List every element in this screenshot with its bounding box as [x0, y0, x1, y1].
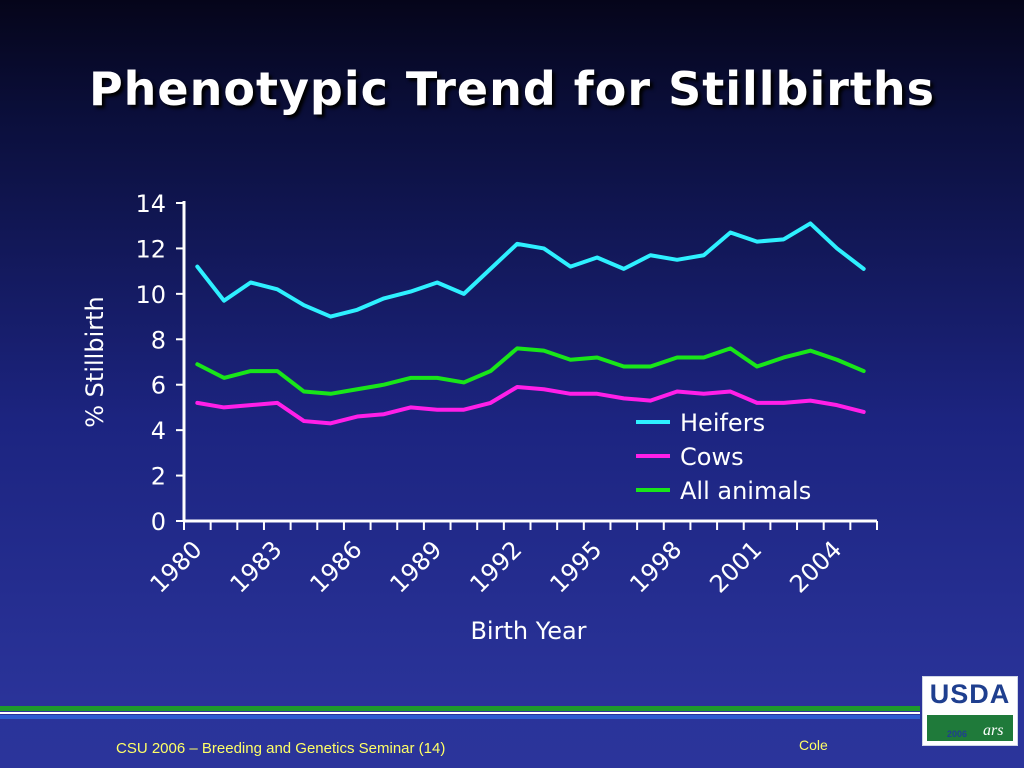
footer-rule-green [0, 706, 920, 711]
footer-text: CSU 2006 – Breeding and Genetics Seminar… [116, 740, 446, 757]
footer-author: Cole [799, 737, 828, 753]
series-line-all-animals [195, 346, 866, 396]
x-tick-label: 1983 [225, 535, 288, 598]
slide-title: Phenotypic Trend for Stillbirths [88, 62, 936, 116]
ars-logo-text: ars [983, 722, 1004, 739]
series-lines [195, 221, 866, 426]
y-tick-label: 4 [151, 417, 166, 445]
y-tick-label: 2 [151, 463, 166, 491]
x-tick-label: 1986 [305, 535, 368, 598]
usda-logo: USDA 2006 ars [922, 676, 1018, 746]
x-tick-label: 1992 [464, 535, 527, 598]
x-tick-label: 1995 [544, 535, 607, 598]
x-tick-label: 1998 [624, 535, 687, 598]
y-tick-label: 12 [135, 235, 166, 263]
y-tick-label: 6 [151, 372, 166, 400]
x-tick-label: 1980 [145, 535, 208, 598]
y-tick-label: 14 [135, 190, 166, 218]
legend: Heifers Cows All animals [636, 409, 811, 505]
series-line-heifers [195, 221, 866, 319]
y-tick-label: 0 [151, 508, 166, 536]
legend-label-heifers: Heifers [680, 409, 765, 437]
legend-label-all-animals: All animals [680, 477, 811, 505]
usda-logo-year: 2006 [947, 729, 968, 739]
x-tick-label: 2001 [704, 535, 767, 598]
y-axis-title: % Stillbirth [81, 296, 109, 427]
x-tick-label: 1989 [384, 535, 447, 598]
x-tick-label: 2004 [784, 535, 847, 598]
y-tick-label: 10 [135, 281, 166, 309]
footer-rule-white [0, 712, 920, 714]
y-tick-label: 8 [151, 326, 166, 354]
usda-logo-band [927, 715, 1013, 741]
series-line-cows [195, 384, 866, 426]
x-axis-title: Birth Year [470, 617, 586, 645]
stillbirth-trend-chart: 0 2 4 6 8 10 12 14 1980 1983 1986 1989 1992 1995 1998 2… [81, 190, 866, 645]
legend-label-cows: Cows [680, 443, 744, 471]
footer-rule-blue [0, 715, 920, 719]
usda-logo-text: USDA [929, 679, 1011, 709]
